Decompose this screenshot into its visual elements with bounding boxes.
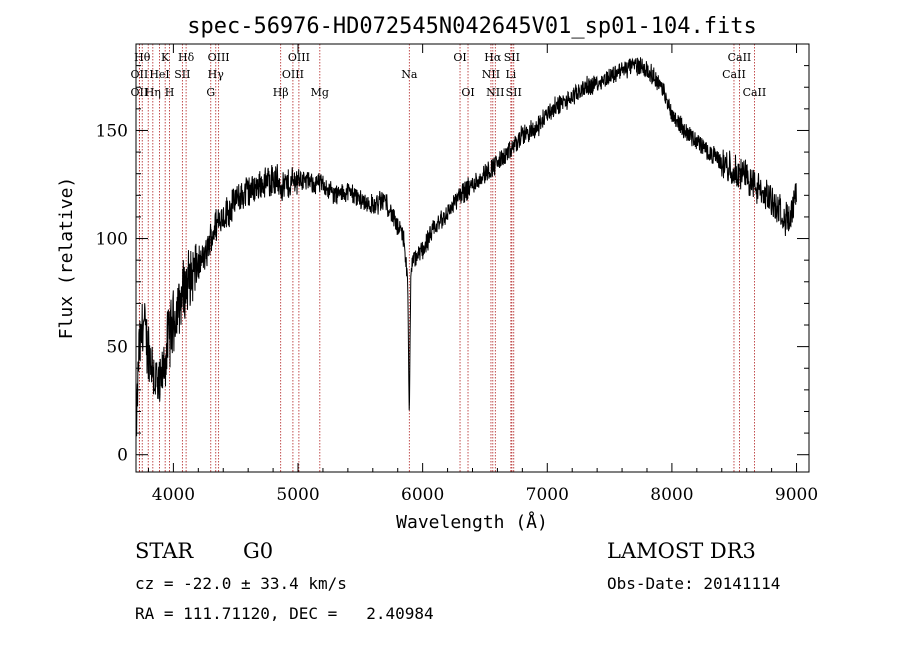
line-marker-label: Na [401, 68, 418, 81]
x-axis: 4000 5000 6000 7000 8000 9000 [147, 44, 818, 505]
line-marker-label: Hβ [273, 86, 289, 99]
x-tick-label: 6000 [401, 485, 444, 505]
line-marker-label: OIII [208, 51, 230, 64]
spectrum-line [135, 57, 797, 437]
spectral-line-labels: HθOIIOIIHηHeIKHSIIHδGHγOIIIHβOIIIOIIIMgN… [131, 51, 767, 99]
line-marker-label: H [165, 86, 175, 99]
y-tick-label: 100 [96, 230, 128, 250]
observation-date: Obs-Date: 20141114 [607, 574, 781, 593]
survey-name: LAMOST DR3 [607, 539, 756, 563]
line-marker-label: OIII [282, 68, 304, 81]
line-marker-label: G [206, 86, 215, 99]
line-marker-label: Hα [484, 51, 502, 64]
line-marker-label: OII [131, 86, 149, 99]
line-marker-label: SII [506, 86, 522, 99]
x-tick-label: 5000 [276, 485, 319, 505]
y-axis: 0 50 100 150 [96, 65, 809, 466]
y-tick-label: 50 [106, 338, 128, 358]
line-marker-label: NII [486, 86, 504, 99]
object-class: STAR [135, 539, 194, 563]
x-tick-label: 7000 [526, 485, 569, 505]
line-marker-label: OI [453, 51, 466, 64]
line-marker-label: NII [482, 68, 500, 81]
line-marker-label: K [161, 51, 170, 64]
line-marker-label: SII [504, 51, 520, 64]
coordinates: RA = 111.71120, DEC = 2.40984 [135, 604, 434, 623]
redshift-info: cz = -22.0 ± 33.4 km/s [135, 574, 347, 593]
chart-title: spec-56976-HD072545N042645V01_sp01-104.f… [187, 14, 757, 39]
line-marker-label: OIII [288, 51, 310, 64]
line-marker-label: SII [174, 68, 190, 81]
x-axis-label: Wavelength (Å) [396, 511, 548, 533]
line-marker-label: OI [461, 86, 474, 99]
line-marker-label: CaII [743, 86, 767, 99]
line-marker-label: Hγ [208, 68, 225, 81]
plot-frame [135, 43, 810, 473]
line-marker-label: Mg [311, 86, 329, 99]
line-marker-label: CaII [722, 68, 746, 81]
y-tick-label: 150 [96, 121, 128, 141]
x-tick-label: 4000 [152, 485, 195, 505]
y-tick-label: 0 [117, 446, 128, 466]
x-tick-label: 9000 [775, 485, 818, 505]
line-marker-label: CaII [728, 51, 752, 64]
line-marker-label: Hδ [178, 51, 195, 64]
y-axis-label: Flux (relative) [56, 177, 77, 340]
object-subclass: G0 [243, 539, 274, 563]
line-marker-label: Li [505, 68, 516, 81]
spectral-line-markers [138, 44, 755, 472]
line-marker-label: Hη [145, 86, 161, 99]
x-tick-label: 8000 [650, 485, 693, 505]
line-marker-label: Hθ [134, 51, 151, 64]
line-marker-label: HeI [149, 68, 169, 81]
line-marker-label: OII [131, 68, 149, 81]
